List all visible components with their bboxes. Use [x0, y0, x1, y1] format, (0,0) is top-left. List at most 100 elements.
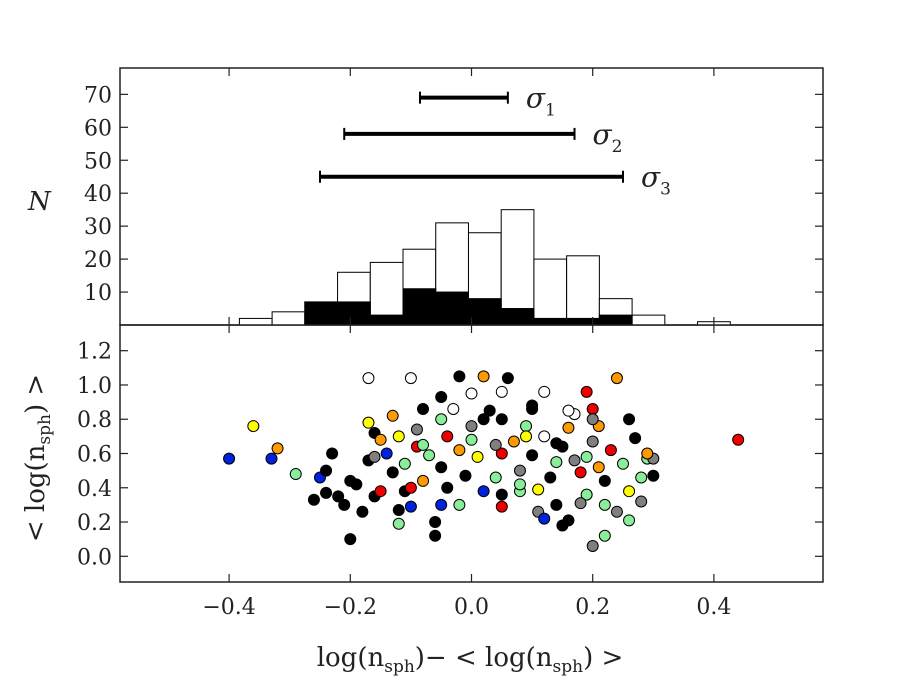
scatter-ytick-label: 1.2: [77, 340, 112, 365]
scatter-point: [265, 452, 278, 465]
scatter-point: [374, 433, 387, 446]
sigma2-label: σ2: [593, 118, 623, 157]
scatter-point: [410, 423, 423, 436]
scatter-point: [586, 402, 599, 415]
hist-bar-subset: [566, 317, 600, 326]
hist-bar-subset: [369, 314, 404, 326]
hist-bar-subset: [337, 301, 371, 326]
hist-bar-subset: [304, 301, 339, 326]
scatter-point: [635, 471, 648, 484]
scatter-ytick-label: 1.0: [77, 374, 112, 399]
scatter-point: [580, 385, 593, 398]
scatter-y-label-suffix: ) >: [21, 374, 51, 414]
scatter-point: [586, 435, 599, 448]
scatter-point: [526, 449, 539, 462]
hist-ytick-label: 40: [84, 182, 112, 207]
scatter-point: [441, 430, 454, 443]
scatter-point: [465, 387, 478, 400]
hist-bar-all: [533, 258, 568, 326]
scatter-point: [326, 447, 339, 460]
scatter-point: [495, 488, 508, 501]
scatter-point: [380, 447, 393, 460]
scatter-point: [580, 450, 593, 463]
scatter-point: [489, 438, 502, 451]
scatter-point: [404, 500, 417, 513]
scatter-point: [635, 495, 648, 508]
scatter-point: [538, 385, 551, 398]
hist-bar-all: [271, 311, 306, 326]
scatter-xtick-label: −0.4: [202, 595, 255, 620]
scatter-point: [562, 404, 575, 417]
scatter-point: [368, 450, 381, 463]
x-label-sub1: sph: [384, 657, 415, 677]
scatter-point: [562, 421, 575, 434]
hist-bar-all: [500, 209, 535, 326]
scatter-y-label: < log(nsph) >: [21, 374, 55, 542]
hist-ytick-label: 20: [84, 248, 112, 273]
scatter-point: [598, 529, 611, 542]
scatter-point: [338, 498, 351, 511]
scatter-point: [732, 433, 745, 446]
scatter-xtick-label: −0.2: [324, 595, 377, 620]
scatter-point: [453, 370, 466, 383]
scatter-point: [483, 404, 496, 417]
scatter-xtick-label: 0.2: [575, 595, 610, 620]
hist-bar-subset: [402, 288, 437, 326]
hist-ytick-label: 10: [84, 281, 112, 306]
scatter-point: [617, 457, 630, 470]
scatter-point: [501, 372, 514, 385]
scatter-point: [332, 490, 345, 503]
scatter-point: [417, 402, 430, 415]
scatter-point: [374, 485, 387, 498]
scatter-point: [417, 474, 430, 487]
scatter-point: [568, 454, 581, 467]
scatter-point: [574, 497, 587, 510]
scatter-point: [598, 474, 611, 487]
scatter-point: [538, 430, 551, 443]
scatter-point: [320, 464, 333, 477]
scatter-point: [550, 437, 563, 450]
scatter-point: [526, 399, 539, 412]
hist-bar-all: [238, 317, 273, 326]
scatter-point: [550, 498, 563, 511]
scatter-point: [386, 409, 399, 422]
scatter-point: [610, 505, 623, 518]
scatter-point: [465, 420, 478, 433]
scatter-point: [344, 474, 357, 487]
hist-bar-subset: [467, 298, 502, 326]
scatter-ytick-label: 0.8: [77, 408, 112, 433]
sigma-range-bars: σ1 σ2 σ3: [318, 82, 671, 200]
histogram-y-label: N: [27, 187, 52, 217]
scatter-point: [538, 512, 551, 525]
scatter-frame: [119, 324, 824, 583]
scatter-point: [610, 372, 623, 385]
hist-bar-subset: [500, 308, 535, 326]
scatter-point: [489, 471, 502, 484]
scatter-point: [623, 514, 636, 527]
scatter-point: [429, 529, 442, 542]
scatter-point: [520, 420, 533, 433]
scatter-point: [495, 385, 508, 398]
scatter-point: [459, 469, 472, 482]
scatter-point: [574, 466, 587, 479]
hist-ytick-label: 60: [84, 116, 112, 141]
x-label-part1: log(n: [317, 643, 385, 673]
histogram-bars: [238, 209, 731, 326]
scatter-point: [513, 478, 526, 491]
scatter-point: [307, 493, 320, 506]
scatter-ytick-label: 0.6: [77, 443, 112, 468]
scatter-point: [477, 485, 490, 498]
scatter-point: [417, 438, 430, 451]
scatter-point: [320, 486, 333, 499]
sigma3-label: σ3: [641, 161, 671, 200]
scatter-point: [453, 444, 466, 457]
scatter-point: [362, 416, 375, 429]
scatter-point: [441, 481, 454, 494]
scatter-point: [447, 402, 460, 415]
scatter-point: [580, 488, 593, 501]
scatter-point: [356, 505, 369, 518]
scatter-point: [513, 464, 526, 477]
scatter-point: [604, 444, 617, 457]
hist-bar-all: [566, 255, 600, 326]
